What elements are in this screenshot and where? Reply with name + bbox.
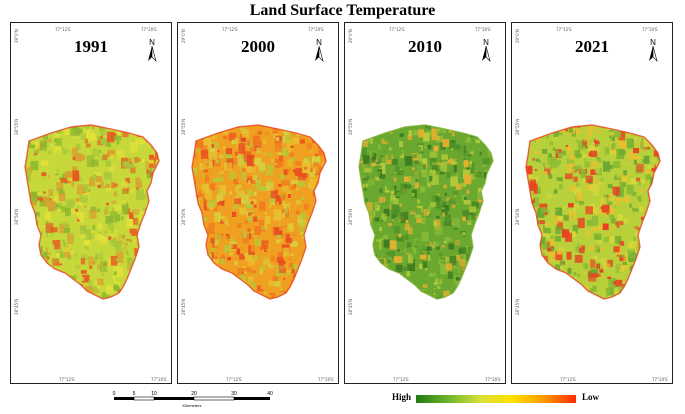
coord-bottom-left: 77°12'E [560,377,576,382]
north-arrow-icon: N [312,37,326,63]
panel-year-label: 2021 [575,37,609,56]
map-panel-1991: 1991 77°12'E 77°20'E 77°12'E 77°20'E 29°0'N 28… [10,22,172,384]
scale-tick-0: 0 [113,391,116,397]
coord-bottom-left: 77°12'E [226,377,242,382]
panel-year-label: 1991 [74,37,108,56]
coord-top-left: 77°12'E [222,27,238,32]
legend-color-ramp [416,395,576,403]
map-panel-2010: 2010 77°12'E 77°20'E 77°12'E 77°20'E 29°0'N 28… [344,22,506,384]
coord-top-right: 77°20'E [141,27,157,32]
scale-tick-5: 5 [133,391,136,397]
panel-year-label: 2010 [408,37,442,56]
lst-map-2021 [525,124,661,300]
coord-bottom-right: 77°20'E [485,377,501,382]
coord-bottom-right: 77°20'E [652,377,668,382]
map-panel-2021: 2021 77°12'E 77°20'E 77°12'E 77°20'E 29°0'N 28… [511,22,673,384]
north-label: N [149,38,155,47]
coord-top-right: 77°20'E [475,27,491,32]
north-label: N [650,38,656,47]
coord-top-right: 77°20'E [642,27,658,32]
coord-bottom-right: 77°20'E [318,377,334,382]
lst-legend: High Low [392,392,612,406]
north-label: N [316,38,322,47]
legend-high-label: High [392,392,412,402]
legend-low-label: Low [582,392,600,402]
coord-top-left: 77°12'E [389,27,405,32]
scale-tick-40: 40 [267,391,273,397]
north-arrow-icon: N [145,37,159,63]
scale-bar: 0 5 10 20 30 40 Kilometers [108,389,273,409]
figure-title: Land Surface Temperature [249,2,436,19]
scale-tick-30: 30 [231,391,237,397]
coord-bottom-left: 77°12'E [59,377,75,382]
north-arrow-icon: N [479,37,493,63]
scale-tick-20: 20 [191,391,197,397]
scale-unit-label: Kilometers [183,403,202,408]
north-arrow-icon: N [646,37,660,63]
coord-top-left: 77°12'E [556,27,572,32]
lst-map-2000 [191,124,327,300]
coord-top-right: 77°20'E [308,27,324,32]
scale-tick-labels: 0 5 10 20 30 40 [113,391,273,397]
coord-top-left: 77°12'E [55,27,71,32]
lst-map-1991 [24,124,160,300]
coord-bottom-right: 77°20'E [151,377,167,382]
scale-tick-10: 10 [151,391,157,397]
panel-year-label: 2000 [241,37,275,56]
coord-bottom-left: 77°12'E [393,377,409,382]
map-panel-2000: 2000 77°12'E 77°20'E 77°12'E 77°20'E 29°0'N 28… [177,22,339,384]
north-label: N [483,38,489,47]
lst-map-2010 [358,124,494,300]
